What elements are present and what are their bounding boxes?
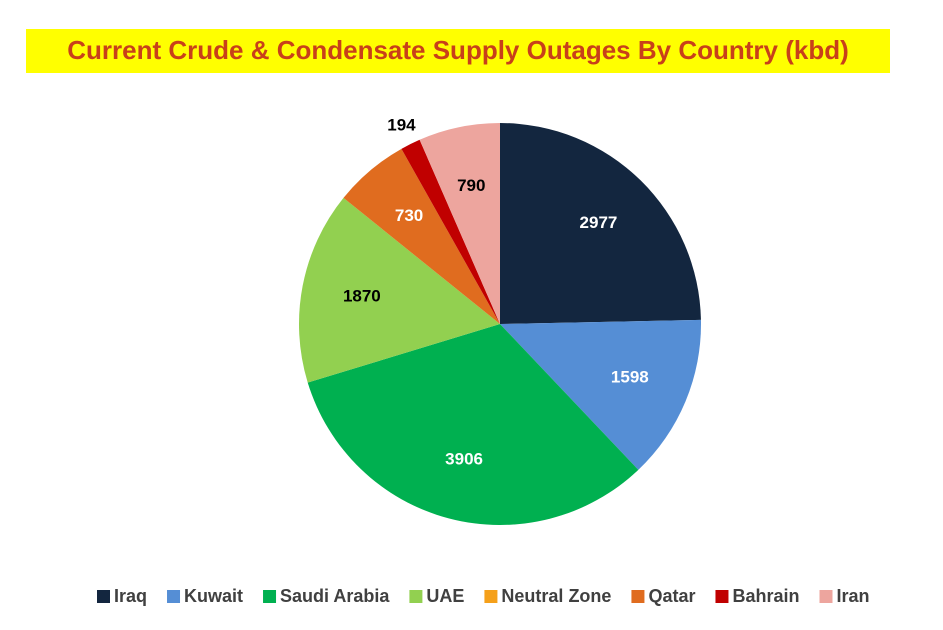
- pie-slice: [343, 148, 500, 324]
- legend-swatch: [819, 590, 833, 603]
- data-label: 194: [387, 116, 416, 135]
- pie-slice: [500, 123, 701, 324]
- legend-swatch: [409, 590, 423, 603]
- data-label: 730: [395, 206, 423, 225]
- legend-label: Neutral Zone: [501, 586, 611, 606]
- legend-label: UAE: [426, 586, 464, 606]
- legend-label: Iraq: [114, 586, 147, 606]
- legend-swatch: [97, 590, 110, 603]
- legend-label: Bahrain: [732, 586, 799, 606]
- title-highlight: [26, 29, 890, 73]
- pie-slice: [307, 324, 639, 526]
- legend-swatch: [263, 590, 277, 603]
- legend-label: Saudi Arabia: [280, 586, 390, 606]
- data-label: 790: [457, 176, 485, 195]
- pie-slice: [419, 123, 500, 324]
- data-label: 3906: [445, 450, 483, 469]
- pie-slice: [299, 197, 500, 383]
- pie-slice: [401, 139, 500, 324]
- legend-label: Kuwait: [184, 586, 243, 606]
- legend-label: Iran: [837, 586, 870, 606]
- legend-label: Qatar: [648, 586, 695, 606]
- pie-slice: [500, 319, 701, 470]
- legend-swatch: [715, 590, 729, 603]
- legend-swatch: [167, 590, 181, 603]
- chart-title: Current Crude & Condensate Supply Outage…: [67, 35, 849, 65]
- legend-swatch: [631, 590, 645, 603]
- data-label: 1598: [611, 368, 649, 387]
- legend-swatch: [484, 590, 498, 603]
- data-label: 2977: [580, 213, 618, 232]
- data-label: 1870: [343, 287, 381, 306]
